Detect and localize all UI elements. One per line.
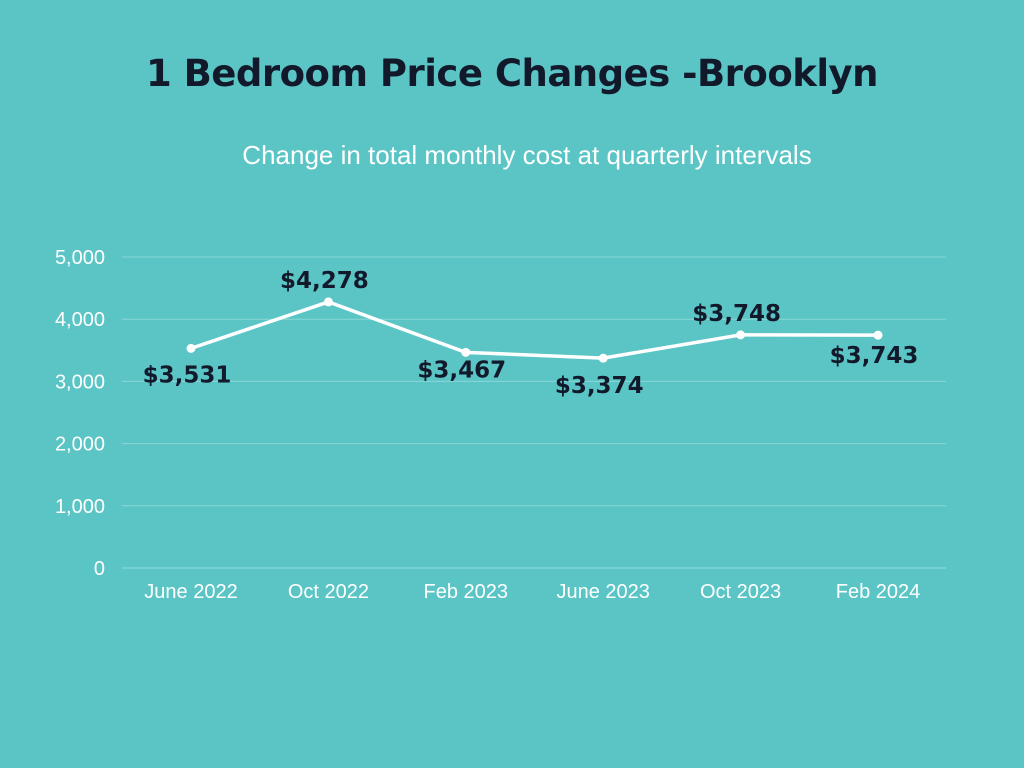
data-label: $3,374 (555, 373, 644, 399)
x-tick-label: June 2023 (556, 581, 649, 603)
data-point (598, 353, 608, 363)
data-label: $3,467 (417, 357, 506, 383)
data-point (736, 330, 746, 340)
data-label: $3,743 (830, 343, 919, 369)
data-label: $4,278 (280, 268, 369, 294)
y-tick-label: 2,000 (55, 434, 105, 456)
y-tick-label: 1,000 (55, 496, 105, 518)
x-tick-label: Oct 2022 (288, 581, 369, 603)
y-tick-label: 5,000 (55, 247, 105, 269)
data-point (186, 343, 196, 353)
x-tick-label: Feb 2024 (836, 581, 921, 603)
data-point (461, 347, 471, 357)
y-tick-label: 4,000 (55, 309, 105, 331)
series-line (190, 300, 879, 360)
data-label: $3,748 (692, 301, 781, 327)
data-point (873, 330, 883, 340)
x-tick-label: Feb 2023 (424, 581, 509, 603)
y-tick-label: 3,000 (55, 371, 105, 393)
data-point (323, 297, 333, 307)
data-label: $3,531 (143, 362, 232, 388)
chart-title: 1 Bedroom Price Changes -Brooklyn (145, 52, 879, 95)
x-tick-label: Oct 2023 (700, 581, 781, 603)
chart-subtitle: Change in total monthly cost at quarterl… (242, 140, 812, 170)
y-tick-label: 0 (94, 558, 105, 580)
x-tick-label: June 2022 (144, 581, 237, 603)
